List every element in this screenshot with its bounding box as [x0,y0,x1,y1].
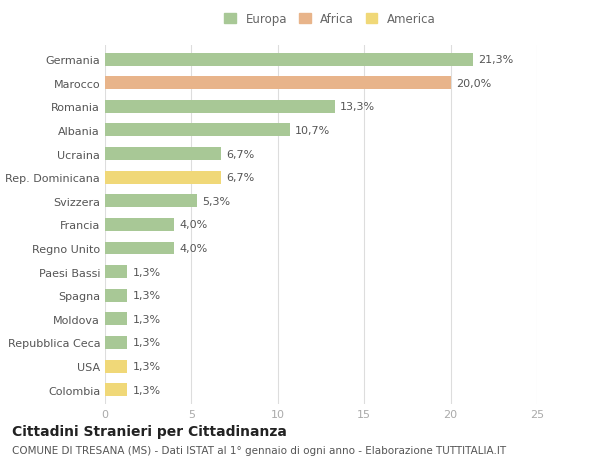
Bar [105,101,335,114]
Bar [105,360,127,373]
Bar [105,218,174,231]
Bar [105,171,221,184]
Bar [105,313,127,325]
Text: 5,3%: 5,3% [202,196,230,207]
Text: 1,3%: 1,3% [133,267,161,277]
Text: 1,3%: 1,3% [133,385,161,395]
Bar [105,242,174,255]
Text: Cittadini Stranieri per Cittadinanza: Cittadini Stranieri per Cittadinanza [12,425,287,438]
Text: 20,0%: 20,0% [456,78,491,89]
Text: 1,3%: 1,3% [133,291,161,301]
Legend: Europa, Africa, America: Europa, Africa, America [220,8,440,31]
Bar [105,54,473,67]
Bar [105,336,127,349]
Text: 21,3%: 21,3% [478,55,514,65]
Text: 10,7%: 10,7% [295,126,331,136]
Text: 1,3%: 1,3% [133,314,161,324]
Bar [105,266,127,279]
Text: 1,3%: 1,3% [133,338,161,347]
Text: 1,3%: 1,3% [133,361,161,371]
Bar [105,124,290,137]
Text: 6,7%: 6,7% [226,173,254,183]
Text: 4,0%: 4,0% [179,243,208,253]
Bar [105,77,451,90]
Text: COMUNE DI TRESANA (MS) - Dati ISTAT al 1° gennaio di ogni anno - Elaborazione TU: COMUNE DI TRESANA (MS) - Dati ISTAT al 1… [12,445,506,455]
Text: 4,0%: 4,0% [179,220,208,230]
Bar [105,289,127,302]
Bar [105,148,221,161]
Text: 13,3%: 13,3% [340,102,375,112]
Text: 6,7%: 6,7% [226,149,254,159]
Bar [105,195,197,208]
Bar [105,383,127,396]
